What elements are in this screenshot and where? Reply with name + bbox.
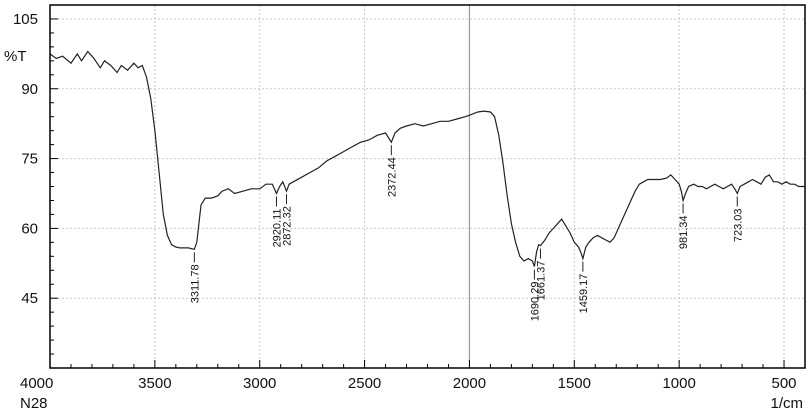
x-tick-label: 2500 xyxy=(348,375,381,392)
y-tick-label: 90 xyxy=(21,81,38,98)
peak-label: 2372.44 xyxy=(386,157,398,197)
spectrum-line xyxy=(49,50,805,267)
y-axis-unit: %T xyxy=(4,48,27,65)
x-axis-unit: 1/cm xyxy=(770,395,803,412)
sample-name: N28 xyxy=(20,395,48,412)
peak-label: 723.03 xyxy=(732,208,744,242)
ticks xyxy=(50,18,785,368)
x-tick-label: 1500 xyxy=(558,375,591,392)
x-tick-label: 4000 xyxy=(20,375,53,392)
x-tick-label: 3000 xyxy=(243,375,276,392)
peak-label: 1690.29 xyxy=(529,282,541,322)
y-tick-label: 60 xyxy=(21,220,38,237)
peak-label: 1459.17 xyxy=(578,274,590,314)
x-tick-label: 500 xyxy=(772,375,797,392)
x-tick-label: 3500 xyxy=(138,375,171,392)
x-tick-label: 2000 xyxy=(453,375,486,392)
y-tick-label: 105 xyxy=(13,11,38,28)
axis-labels: 4000 3500 3000 2500 2000 1500 1000 500 45 60 75 90 1… xyxy=(13,11,797,392)
peak-label: 1661.37 xyxy=(535,261,547,301)
plot-frame xyxy=(49,4,806,369)
grid xyxy=(50,5,805,368)
peak-label: 2872.32 xyxy=(281,206,293,246)
peak-label: 2920.11 xyxy=(271,208,283,247)
x-tick-label: 1000 xyxy=(662,375,695,392)
peak-label: 981.34 xyxy=(678,215,690,249)
y-tick-label: 75 xyxy=(21,151,38,168)
peak-label: 3311.78 xyxy=(189,264,201,303)
y-tick-label: 45 xyxy=(21,290,38,307)
